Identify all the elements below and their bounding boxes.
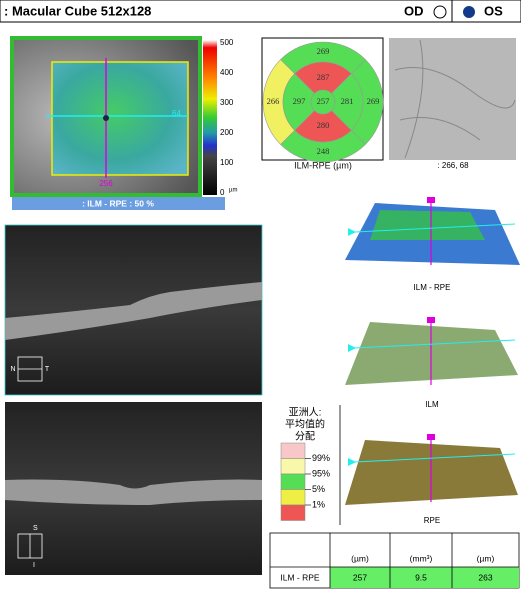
- table-header: (µm): [351, 553, 369, 563]
- scan-line-h: [354, 223, 516, 233]
- scale-unit: µm: [229, 188, 237, 194]
- bscan-horizontal: [4, 224, 263, 396]
- marker-label: 256: [99, 179, 113, 188]
- etdrs-value: 297: [293, 96, 306, 106]
- table-cell: [390, 567, 452, 588]
- legend-item: 5%: [312, 484, 325, 494]
- title: : Macular Cube 512x128: [4, 3, 151, 18]
- scan-line-h: [354, 453, 516, 463]
- od-label[interactable]: OD: [404, 3, 424, 18]
- table-header: (µm): [477, 553, 495, 563]
- surface-ilm-rpe: [370, 210, 485, 240]
- etdrs-value: 287: [317, 72, 330, 82]
- legend-item: 1%: [312, 499, 325, 509]
- etdrs-label: ILM-RPE (µm): [294, 160, 352, 170]
- legend-item: 99%: [312, 453, 330, 463]
- map-caption: : ILM - RPE : 50 %: [82, 198, 154, 208]
- os-label[interactable]: OS: [484, 3, 503, 18]
- legend-item: 95%: [312, 468, 330, 478]
- scan-line-h: [354, 339, 516, 349]
- scale-label: 400: [220, 68, 234, 77]
- os-radio[interactable]: [463, 6, 475, 18]
- legend-swatch: [280, 504, 306, 521]
- table-cell: [330, 567, 390, 588]
- orientation-label: S: [33, 525, 38, 532]
- retina-band: [5, 282, 262, 340]
- slo-caption: : 266, 68: [437, 161, 469, 170]
- legend-title: 亚洲人:: [289, 407, 322, 419]
- legend-swatch: [280, 473, 306, 490]
- scan-arrow: [348, 228, 356, 236]
- scan-marker: [427, 317, 435, 323]
- legend-title: 分配: [295, 431, 315, 443]
- scale-label: 100: [220, 158, 234, 167]
- scale-label: 500: [220, 38, 234, 47]
- surface-label: ILM: [425, 400, 439, 409]
- scale-label: 0: [220, 188, 225, 197]
- scan-arrow: [348, 344, 356, 352]
- scan-marker: [427, 434, 435, 440]
- table-cell: [452, 567, 519, 588]
- orientation-label: T: [45, 366, 50, 373]
- retina-band: [5, 479, 262, 505]
- orientation-label: N: [10, 366, 15, 373]
- etdrs-value: 269: [317, 46, 330, 56]
- scale-label: 300: [220, 98, 234, 107]
- legend-swatch: [280, 442, 306, 459]
- header-bar: [0, 0, 521, 23]
- table-cell-text: 263: [478, 572, 492, 582]
- vessels: [394, 39, 516, 159]
- etdrs-value: 280: [317, 120, 330, 130]
- etdrs-value: 269: [367, 96, 380, 106]
- legend-swatch: [280, 458, 306, 475]
- etdrs-value: 281: [341, 96, 354, 106]
- surface-label: RPE: [424, 516, 440, 525]
- surface-label: ILM - RPE: [414, 283, 451, 292]
- orientation-label: I: [33, 562, 35, 569]
- etdrs-value: 266: [267, 96, 280, 106]
- thickness-overlay: [51, 61, 189, 176]
- legend-title: 平均值的: [285, 418, 325, 431]
- etdrs-center: [310, 89, 336, 115]
- table-header: (mm³): [410, 553, 433, 563]
- scan-marker: [427, 197, 435, 203]
- table-cell-text: ILM - RPE: [280, 572, 320, 582]
- caption-bar: [12, 197, 225, 210]
- fovea: [103, 115, 109, 121]
- table-cell-text: 9.5: [415, 572, 427, 582]
- legend-swatch: [280, 489, 306, 506]
- slo-image: [389, 38, 516, 160]
- etdrs-value: 257: [317, 96, 330, 106]
- etdrs-value: 248: [317, 146, 330, 156]
- od-radio[interactable]: [433, 5, 447, 19]
- scale-label: 200: [220, 128, 234, 137]
- table-cell-text: 257: [353, 572, 367, 582]
- marker-label: 64: [172, 109, 181, 118]
- scan-arrow: [348, 458, 356, 466]
- color-bar: [203, 40, 217, 195]
